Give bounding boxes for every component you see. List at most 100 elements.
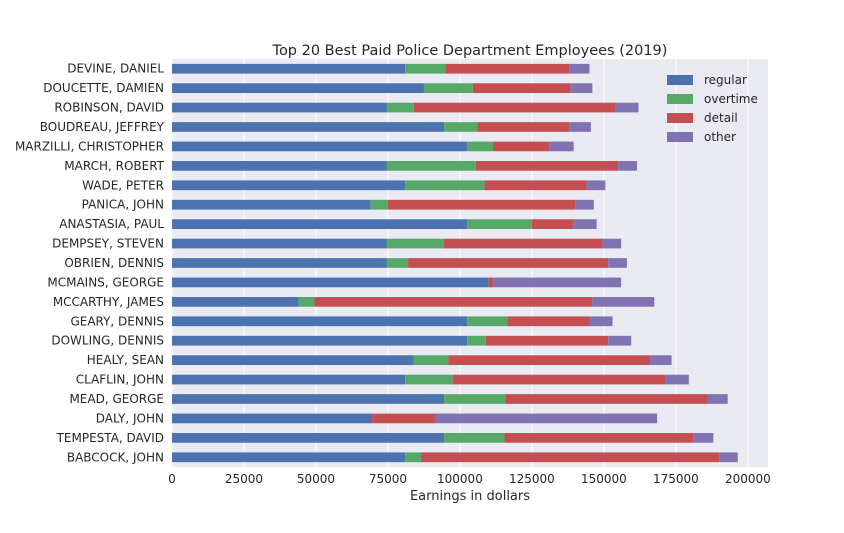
legend-swatch-overtime [667,94,693,104]
bar-overtime-7 [467,316,508,327]
bar-regular-8 [172,297,299,307]
bar-overtime-8 [298,297,315,307]
bar-regular-18 [172,102,387,113]
category-label-16: MARZILLI, CHRISTOPHER [15,139,164,153]
x-tick-label-8: 200000 [725,472,771,486]
category-label-15: MARCH, ROBERT [64,159,164,173]
bar-other-6 [608,335,632,346]
bars [172,63,738,463]
bar-detail-15 [475,161,619,171]
bar-regular-6 [172,335,468,346]
bar-regular-16 [172,141,468,152]
bar-detail-5 [448,355,650,365]
chart-title: Top 20 Best Paid Police Department Emplo… [272,43,668,59]
category-label-5: HEALY, SEAN [87,353,164,367]
category-label-20: DEVINE, DANIEL [67,62,164,76]
bar-other-2 [435,413,658,424]
bar-overtime-10 [386,258,409,268]
bar-regular-7 [172,316,468,327]
bar-detail-13 [387,199,576,210]
bar-detail-18 [413,102,616,113]
bar-overtime-18 [386,102,414,113]
bar-other-5 [649,355,672,365]
bar-other-18 [615,102,639,113]
category-label-1: TEMPESTA, DAVID [56,431,164,445]
bar-other-14 [586,180,606,191]
bar-overtime-14 [405,180,485,191]
bar-other-7 [589,316,613,327]
bar-other-11 [602,238,622,249]
category-label-4: CLAFLIN, JOHN [76,373,164,387]
category-label-11: DEMPSEY, STEVEN [52,237,164,251]
bar-detail-4 [452,374,666,385]
category-label-8: MCCARTHY, JAMES [53,295,164,309]
category-labels: BABCOCK, JOHN TEMPESTA, DAVID DALY, JOHN ME… [15,62,165,465]
bar-other-15 [618,161,637,171]
bar-overtime-6 [467,335,486,346]
bar-regular-14 [172,180,406,191]
bar-detail-17 [477,122,570,132]
bar-detail-11 [444,238,603,249]
legend: regular overtime detail other [667,73,758,144]
bar-overtime-1 [444,433,505,443]
x-tick-labels: 0 25000 50000 75000 100000 125000 150000 175000… [168,472,771,486]
bar-detail-7 [507,316,590,327]
bar-other-16 [549,141,574,152]
bar-detail-2 [372,413,436,424]
x-tick-label-3: 75000 [369,472,407,486]
bar-other-1 [693,433,714,443]
bar-regular-17 [172,122,445,132]
bar-other-12 [573,219,597,229]
bar-overtime-17 [444,122,478,132]
bar-detail-6 [485,335,609,346]
legend-swatch-other [667,132,693,142]
bar-regular-5 [172,355,414,365]
category-label-0: BABCOCK, JOHN [67,450,164,464]
bar-detail-16 [493,141,550,152]
bar-regular-9 [172,277,489,288]
bar-regular-2 [172,413,373,424]
legend-swatch-regular [667,75,693,85]
bar-overtime-4 [405,374,453,385]
bar-overtime-5 [413,355,449,365]
category-label-19: DOUCETTE, DAMIEN [43,81,164,95]
bar-other-4 [665,374,689,385]
category-label-14: WADE, PETER [82,178,164,192]
bar-detail-12 [531,219,574,229]
bar-detail-3 [505,394,708,404]
bar-other-9 [493,277,622,288]
category-label-6: DOWLING, DENNIS [51,334,164,348]
legend-label-overtime: overtime [704,92,758,106]
x-tick-label-4: 100000 [437,472,483,486]
bar-detail-8 [314,297,593,307]
bar-other-13 [575,199,594,210]
bar-detail-10 [408,258,609,268]
bar-overtime-3 [444,394,506,404]
bar-overtime-15 [386,161,476,171]
bar-detail-20 [445,63,570,74]
bar-detail-9 [488,277,494,288]
bar-overtime-11 [386,238,445,249]
bar-other-19 [570,83,593,93]
category-label-3: MEAD, GEORGE [69,392,164,406]
bar-overtime-16 [467,141,494,152]
bar-other-0 [719,452,738,463]
bar-regular-19 [172,83,424,93]
category-label-9: MCMAINS, GEORGE [47,275,164,289]
category-label-10: OBRIEN, DENNIS [64,256,164,270]
bar-other-8 [592,297,655,307]
category-label-18: ROBINSON, DAVID [54,101,164,115]
bar-detail-14 [484,180,587,191]
bar-detail-19 [472,83,571,93]
bar-other-10 [608,258,627,268]
bar-regular-13 [172,199,371,210]
bar-overtime-20 [405,63,446,74]
x-tick-label-0: 0 [168,472,176,486]
bar-regular-0 [172,452,406,463]
legend-label-regular: regular [704,73,747,87]
category-label-2: DALY, JOHN [96,411,164,425]
bar-other-3 [707,394,728,404]
x-axis-label: Earnings in dollars [410,489,530,504]
